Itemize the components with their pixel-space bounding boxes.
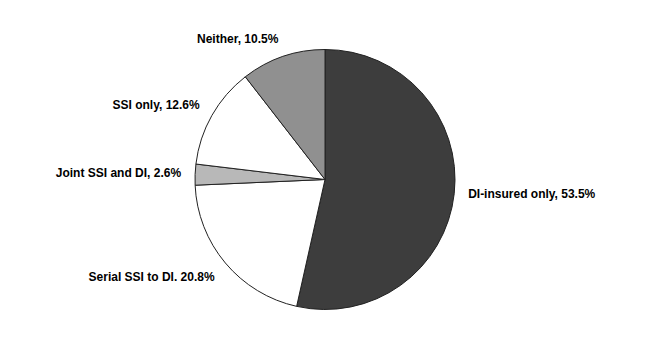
slices bbox=[195, 50, 455, 310]
slice-label: SSI only, 12.6% bbox=[113, 98, 200, 112]
pie-slice bbox=[245, 50, 325, 180]
slice-label: Neither, 10.5% bbox=[197, 32, 279, 46]
slice-label: DI-insured only, 53.5% bbox=[468, 187, 595, 201]
pie-slice bbox=[195, 180, 325, 307]
chart: DI-insured only, 53.5% Serial SSI to DI. … bbox=[0, 0, 650, 359]
labels: DI-insured only, 53.5% Serial SSI to DI. … bbox=[56, 32, 596, 284]
slice-label: Serial SSI to DI. 20.8% bbox=[89, 270, 215, 284]
slice-label: Joint SSI and DI, 2.6% bbox=[56, 166, 182, 180]
